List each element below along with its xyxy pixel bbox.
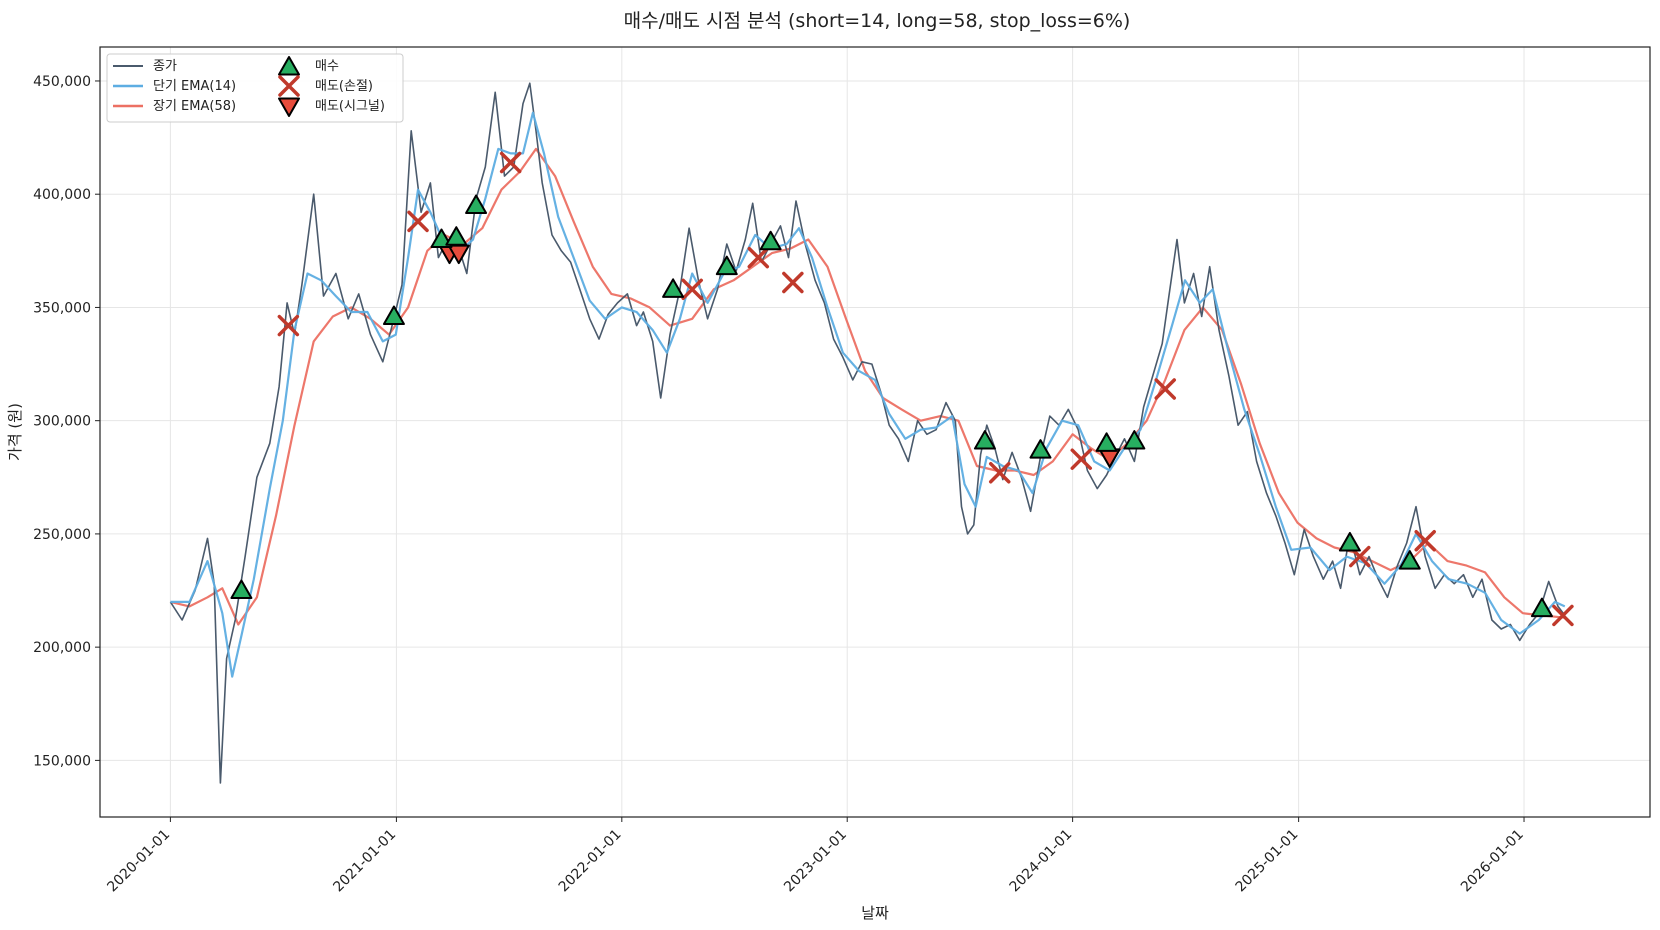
legend-close-label: 종가 xyxy=(153,59,177,74)
legend-sell-signal-label: 매도(시그널) xyxy=(315,99,385,114)
y-tick-label: 200,000 xyxy=(33,640,91,656)
x-tick-label: 2022-01-01 xyxy=(556,827,625,896)
y-tick-label: 350,000 xyxy=(33,300,91,316)
series-line-close xyxy=(169,82,1566,784)
legend-sell-stop-cross-stroke xyxy=(278,75,300,97)
series-lines xyxy=(169,82,1566,784)
buy-marker xyxy=(759,230,782,251)
chart-title: 매수/매도 시점 분석 (short=14, long=58, stop_los… xyxy=(624,10,1131,32)
buy-marker xyxy=(1095,432,1118,452)
buy-marker xyxy=(715,255,738,276)
y-tick-label: 150,000 xyxy=(33,753,91,769)
sell-stop-marker xyxy=(1070,448,1093,470)
grid-lines xyxy=(100,47,1650,817)
x-tick-label: 2025-01-01 xyxy=(1233,827,1302,896)
x-axis-label: 날짜 xyxy=(861,904,889,922)
sell-stop-marker-stroke xyxy=(747,246,770,269)
x-tick-label: 2023-01-01 xyxy=(781,827,850,896)
series-line-ema-long xyxy=(170,147,1565,626)
sell-stop-marker xyxy=(782,271,804,294)
sell-stop-marker xyxy=(1414,529,1436,552)
legend-ema-long-label: 장기 EMA(58) xyxy=(153,99,236,114)
y-tick-label: 450,000 xyxy=(33,74,91,90)
sell-stop-marker xyxy=(1154,378,1176,400)
y-axis-ticks: 150,000 200,000 250,000 300,000 350,000 400,0… xyxy=(33,74,100,769)
legend-sell-stop-label: 매도(손절) xyxy=(315,79,373,94)
x-tick-label: 2026-01-01 xyxy=(1458,827,1527,896)
series-line-ema-short xyxy=(170,111,1566,678)
y-tick-label: 250,000 xyxy=(33,527,91,543)
legend-buy-triangle xyxy=(278,56,300,76)
sell-stop-marker-stroke xyxy=(1070,448,1093,470)
y-axis-label: 가격 (원) xyxy=(6,403,24,461)
legend-sell-signal-triangle xyxy=(278,97,300,117)
sell-stop-marker xyxy=(681,278,703,301)
sell-stop-marker-stroke xyxy=(1154,378,1176,400)
buy-marker xyxy=(445,226,468,246)
legend-ema-short-label: 단기 EMA(14) xyxy=(153,79,236,94)
buy-marker xyxy=(1530,597,1553,618)
legend-sell-stop-cross xyxy=(278,75,300,97)
buy-marker xyxy=(662,278,685,298)
buy-marker xyxy=(1123,430,1146,450)
sell-stop-marker-stroke xyxy=(1349,545,1371,568)
legend-sell-signal-marker xyxy=(278,97,300,117)
buy-marker xyxy=(382,305,405,325)
legend-box xyxy=(106,53,404,123)
y-tick-label: 400,000 xyxy=(33,187,91,203)
y-tick-label: 300,000 xyxy=(33,414,91,430)
sell-stop-marker xyxy=(499,151,522,174)
plot-frame xyxy=(99,46,1651,818)
sell-stop-marker xyxy=(747,246,770,269)
buy-marker xyxy=(1398,550,1421,570)
x-tick-label: 2021-01-01 xyxy=(330,827,399,896)
legend-buy-label: 매수 xyxy=(315,59,339,74)
sell-stop-marker-stroke xyxy=(407,210,429,233)
buy-marker xyxy=(973,430,996,450)
legend-buy-marker xyxy=(278,56,300,76)
sell-stop-marker-stroke xyxy=(782,271,804,294)
buy-marker xyxy=(230,579,253,600)
sell-stop-marker-stroke xyxy=(988,462,1011,484)
x-tick-label: 2024-01-01 xyxy=(1007,827,1076,896)
sell-stop-marker-stroke xyxy=(1552,604,1574,627)
x-tick-label: 2020-01-01 xyxy=(104,827,173,896)
sell-stop-marker xyxy=(988,462,1011,484)
sell-stop-marker xyxy=(407,210,429,233)
x-axis-ticks: 2020-01-01 2021-01-01 2022-01-01 2023-01-01… xyxy=(104,817,1527,896)
legend: 종가 단기 EMA(14) 장기 EMA(58) 매수 매도(손절) 매도(시그… xyxy=(106,53,404,123)
sell-stop-marker xyxy=(1552,604,1574,627)
buy-marker xyxy=(1338,531,1361,552)
buy-marker xyxy=(1029,439,1052,459)
sell-stop-marker xyxy=(277,314,300,337)
legend-sell-stop-marker xyxy=(278,75,300,97)
sell-stop-marker-stroke xyxy=(681,278,703,301)
trade-markers xyxy=(230,151,1574,627)
buy-marker xyxy=(465,194,488,215)
sell-stop-marker-stroke xyxy=(277,314,300,337)
sell-stop-marker-stroke xyxy=(1414,529,1436,552)
sell-stop-marker-stroke xyxy=(499,151,522,174)
